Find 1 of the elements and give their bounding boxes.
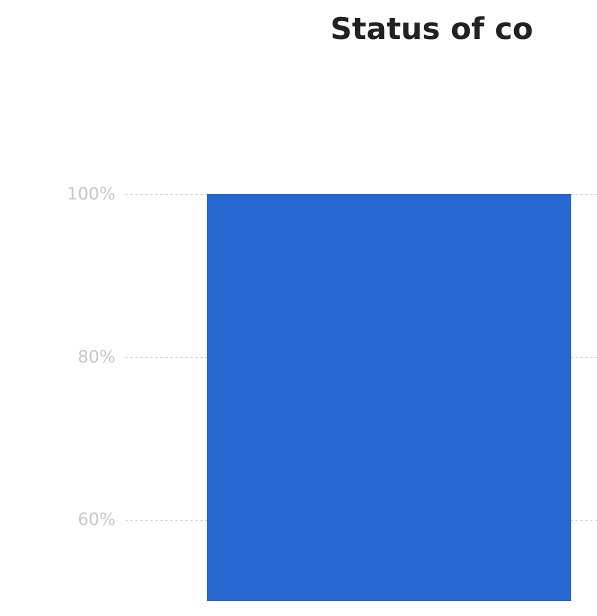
chart-title: Status of co	[330, 12, 534, 47]
